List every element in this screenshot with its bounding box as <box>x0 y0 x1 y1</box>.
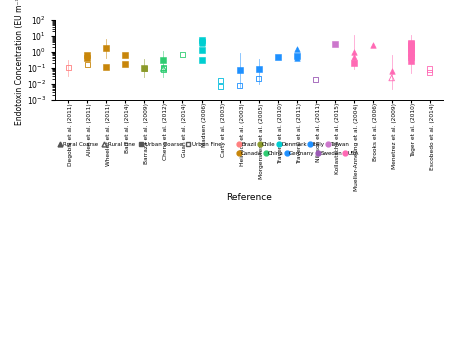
Point <box>141 65 148 71</box>
Point <box>217 84 224 89</box>
Point <box>236 67 243 73</box>
Point <box>255 66 262 71</box>
Point <box>407 58 414 64</box>
Point <box>350 55 357 60</box>
Point <box>407 45 414 50</box>
Point <box>160 65 167 71</box>
Point <box>350 60 357 66</box>
Point <box>84 52 91 58</box>
Point <box>198 47 205 53</box>
Point <box>160 66 167 72</box>
Point <box>198 38 205 43</box>
Point <box>103 46 110 51</box>
Point <box>293 53 300 59</box>
Point <box>198 39 205 45</box>
Point <box>388 75 395 81</box>
Point <box>426 70 433 76</box>
Point <box>274 54 281 60</box>
Point <box>103 64 110 69</box>
Point <box>407 40 414 46</box>
Point <box>217 78 224 83</box>
Point <box>160 58 167 63</box>
Point <box>293 46 300 52</box>
Point <box>179 52 186 57</box>
Point <box>198 40 205 46</box>
Point <box>407 55 414 60</box>
Point <box>407 50 414 56</box>
Point <box>160 65 167 71</box>
Legend: Canada, China, Germany, Sweden, USA: Canada, China, Germany, Sweden, USA <box>235 149 361 158</box>
Point <box>84 55 91 61</box>
Point <box>407 46 414 52</box>
Point <box>255 76 262 81</box>
Point <box>293 55 300 61</box>
Point <box>331 42 338 47</box>
Point <box>236 82 243 88</box>
Point <box>312 77 319 82</box>
Point <box>84 62 91 68</box>
Point <box>122 53 129 58</box>
Point <box>407 41 414 47</box>
Point <box>160 66 167 72</box>
Point <box>122 61 129 67</box>
Point <box>407 53 414 58</box>
Point <box>65 65 72 71</box>
Point <box>407 43 414 48</box>
Point <box>369 42 376 48</box>
Y-axis label: Endotoxin Concentration (EU m⁻³): Endotoxin Concentration (EU m⁻³) <box>15 0 24 125</box>
Point <box>350 49 357 55</box>
Point <box>198 57 205 62</box>
Point <box>141 65 148 71</box>
Point <box>426 66 433 72</box>
Point <box>388 68 395 73</box>
X-axis label: Reference: Reference <box>226 193 272 203</box>
